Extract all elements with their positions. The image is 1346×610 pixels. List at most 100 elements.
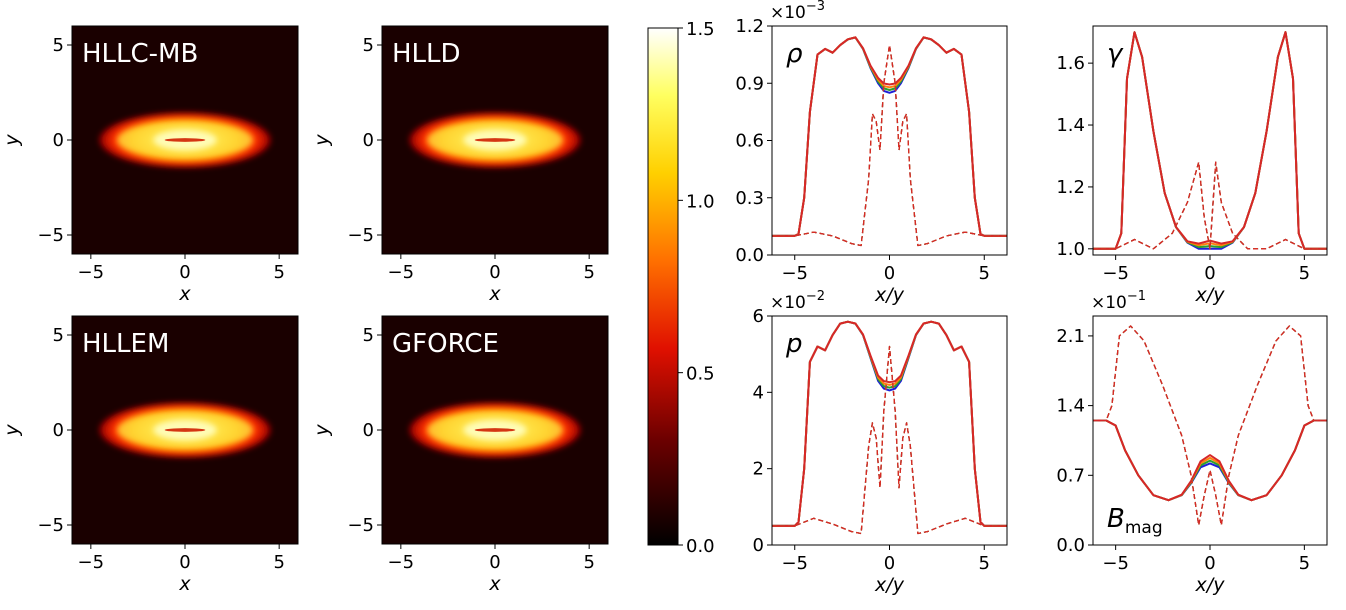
colorbar-gradient	[648, 28, 678, 545]
y-tick-label: 2	[753, 459, 764, 480]
y-tick-label: 5	[363, 325, 374, 346]
dashed-series-line	[1093, 325, 1327, 526]
y-tick-label: 0.7	[1056, 465, 1085, 486]
heatmap-panel-4: GFORCE −5 0 5 5 0 −5 x y	[311, 315, 609, 595]
heatmap-field	[96, 111, 274, 169]
axis-multiplier: ×10−2	[770, 289, 825, 313]
profile-panel-2: −5 0 5 1.6 1.4 1.2 1.0 x/y γ	[1056, 25, 1328, 306]
variable-label: Bmag	[1107, 504, 1163, 538]
y-tick-label: 1.0	[1056, 239, 1085, 260]
y-tick-label: 1.4	[1056, 396, 1085, 417]
heatmap-panel-2: HLLD −5 0 5 5 0 −5 x y	[311, 25, 609, 305]
x-tick-label: −5	[78, 262, 105, 283]
y-tick-label: −5	[37, 225, 64, 246]
dashed-series-line	[772, 44, 1007, 247]
plot-area	[772, 26, 1007, 255]
axis-multiplier: ×10−3	[770, 0, 825, 23]
x-tick-label: −5	[781, 553, 808, 574]
x-tick-label: 0	[884, 263, 895, 284]
y-tick-label: 0	[363, 420, 374, 441]
x-axis-label: x/y	[1195, 574, 1226, 596]
profile-panels: −5 0 5 1.2 0.9 0.6 0.3 0.0 x/y ρ ×10−3 −5 0 5 1.6 1.4 1.…	[735, 0, 1328, 596]
heatmap-title: GFORCE	[392, 329, 499, 359]
y-tick-label: 0	[363, 130, 374, 151]
heatmap-panels: HLLC-MB −5 0 5 5 0 −5 x y HLLD −5 0 5 5 0 −5 x y HLLEM −5 0 5…	[1, 25, 609, 595]
y-tick-label: 5	[53, 325, 64, 346]
y-tick-label: 0.0	[735, 245, 764, 266]
colorbar-tick-label: 1.0	[686, 191, 715, 212]
axis-multiplier: ×10−1	[1091, 289, 1146, 313]
solid-series-line	[772, 320, 1007, 527]
y-tick-label: 2.1	[1056, 326, 1085, 347]
solid-series-line	[1093, 419, 1327, 502]
heatmap-panel-1: HLLC-MB −5 0 5 5 0 −5 x y	[1, 25, 299, 305]
x-tick-label: 5	[1299, 553, 1310, 574]
x-tick-label: −5	[388, 552, 415, 573]
plot-area	[1093, 26, 1327, 255]
colorbar-tick-label: 1.5	[686, 19, 715, 40]
y-axis-label: y	[311, 424, 333, 437]
y-axis-label: y	[311, 134, 333, 147]
variable-label: p	[785, 329, 803, 359]
x-tick-label: 0	[1204, 553, 1215, 574]
x-tick-label: −5	[388, 262, 415, 283]
x-tick-label: 5	[583, 262, 594, 283]
variable-label: ρ	[786, 39, 803, 69]
x-tick-label: 5	[273, 262, 284, 283]
x-axis-label: x	[178, 283, 191, 305]
y-tick-label: 0.3	[735, 188, 764, 209]
x-tick-label: 0	[179, 262, 190, 283]
y-tick-label: −5	[347, 225, 374, 246]
heatmap-panel-3: HLLEM −5 0 5 5 0 −5 x y	[1, 315, 299, 595]
y-tick-label: 0	[53, 420, 64, 441]
y-tick-label: 0	[753, 535, 764, 556]
heatmap-field	[406, 401, 584, 459]
heatmap-field	[96, 401, 274, 459]
dashed-series-line	[772, 345, 1007, 535]
x-tick-label: 5	[979, 263, 990, 284]
y-tick-label: 0.0	[1056, 535, 1085, 556]
x-tick-label: 5	[979, 553, 990, 574]
x-axis-label: x	[488, 573, 501, 595]
x-axis-label: x/y	[874, 574, 905, 596]
y-tick-label: 1.2	[1056, 177, 1085, 198]
y-tick-label: 6	[753, 306, 764, 327]
plot-area	[1093, 316, 1327, 545]
x-tick-label: 0	[884, 553, 895, 574]
y-tick-label: −5	[347, 515, 374, 536]
y-tick-label: 4	[753, 382, 764, 403]
x-tick-label: 0	[489, 262, 500, 283]
y-tick-label: −5	[37, 515, 64, 536]
plot-area	[772, 316, 1007, 545]
variable-label: γ	[1107, 39, 1124, 69]
x-axis-label: x	[178, 573, 191, 595]
y-tick-label: 1.6	[1056, 53, 1085, 74]
y-tick-label: 0	[53, 130, 64, 151]
y-tick-label: 0.9	[735, 73, 764, 94]
x-axis-label: x/y	[1195, 284, 1226, 306]
profile-panel-4: −5 0 5 2.1 1.4 0.7 0.0 x/y Bmag ×10−1	[1056, 289, 1328, 596]
solid-series-line	[772, 36, 1007, 237]
heatmap-title: HLLC-MB	[82, 39, 198, 69]
profile-panel-1: −5 0 5 1.2 0.9 0.6 0.3 0.0 x/y ρ ×10−3	[735, 0, 1008, 306]
heatmap-title: HLLEM	[82, 329, 169, 359]
x-tick-label: −5	[1102, 263, 1129, 284]
heatmap-title: HLLD	[392, 39, 461, 69]
y-axis-label: y	[1, 134, 23, 147]
x-tick-label: −5	[781, 263, 808, 284]
colorbar-tick-label: 0.5	[686, 364, 715, 385]
x-tick-label: −5	[1102, 553, 1129, 574]
x-tick-label: 5	[1299, 263, 1310, 284]
x-tick-label: −5	[78, 552, 105, 573]
x-tick-label: 5	[273, 552, 284, 573]
y-tick-label: 5	[363, 35, 374, 56]
colorbar: 1.5 1.0 0.5 0.0	[647, 19, 715, 557]
x-tick-label: 0	[489, 552, 500, 573]
x-tick-label: 5	[583, 552, 594, 573]
x-axis-label: x	[488, 283, 501, 305]
colorbar-frame	[647, 27, 679, 546]
x-axis-label: x/y	[874, 284, 905, 306]
colorbar-tick-label: 0.0	[686, 536, 715, 557]
